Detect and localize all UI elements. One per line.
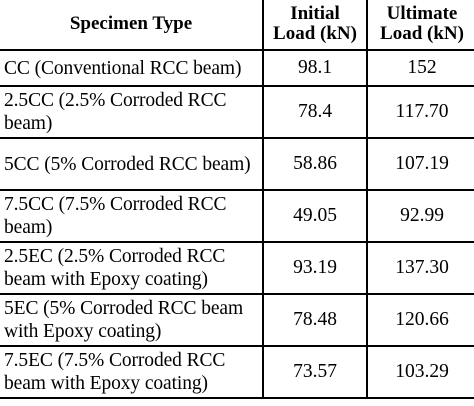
table-row: 7.5EC (7.5% Corroded RCC beam with Epoxy… (0, 345, 474, 399)
header-ultimate-load-line1: Ultimate (386, 3, 458, 24)
table-row: 2.5CC (2.5% Corroded RCC beam) 78.4 117.… (0, 85, 474, 139)
initial-load-cell: 58.86 (262, 137, 368, 191)
table-row: 5CC (5% Corroded RCC beam) 58.86 107.19 (0, 137, 474, 191)
initial-load-cell: 78.4 (262, 85, 368, 139)
header-ultimate-load-line2: Load (kN) (380, 23, 464, 44)
header-initial-load: Initial Load (kN) (262, 0, 368, 51)
ultimate-load-cell: 103.29 (366, 345, 474, 399)
table-row: CC (Conventional RCC beam) 98.1 152 (0, 49, 474, 87)
initial-load-cell: 78.48 (262, 293, 368, 347)
specimen-type-cell: 2.5EC (2.5% Corroded RCC beam with Epoxy… (0, 241, 264, 295)
header-specimen-type: Specimen Type (0, 0, 264, 51)
header-initial-load-line2: Load (kN) (273, 23, 357, 44)
initial-load-cell: 98.1 (262, 49, 368, 87)
specimen-type-cell: 5CC (5% Corroded RCC beam) (0, 137, 264, 191)
ultimate-load-cell: 120.66 (366, 293, 474, 347)
specimen-type-cell: 5EC (5% Corroded RCC beam with Epoxy coa… (0, 293, 264, 347)
initial-load-cell: 93.19 (262, 241, 368, 295)
header-specimen-type-label: Specimen Type (69, 13, 193, 34)
ultimate-load-cell: 92.99 (366, 189, 474, 243)
table-row: 7.5CC (7.5% Corroded RCC beam) 49.05 92.… (0, 189, 474, 243)
header-initial-load-line1: Initial (290, 3, 340, 24)
specimen-type-cell: 2.5CC (2.5% Corroded RCC beam) (0, 85, 264, 139)
table-header-row: Specimen Type Initial Load (kN) Ultimate… (0, 0, 474, 51)
table-row: 5EC (5% Corroded RCC beam with Epoxy coa… (0, 293, 474, 347)
ultimate-load-cell: 152 (366, 49, 474, 87)
initial-load-cell: 49.05 (262, 189, 368, 243)
specimen-type-cell: CC (Conventional RCC beam) (0, 49, 264, 87)
ultimate-load-cell: 107.19 (366, 137, 474, 191)
table-row: 2.5EC (2.5% Corroded RCC beam with Epoxy… (0, 241, 474, 295)
initial-load-cell: 73.57 (262, 345, 368, 399)
specimen-type-cell: 7.5EC (7.5% Corroded RCC beam with Epoxy… (0, 345, 264, 399)
header-ultimate-load: Ultimate Load (kN) (366, 0, 474, 51)
ultimate-load-cell: 117.70 (366, 85, 474, 139)
specimen-type-cell: 7.5CC (7.5% Corroded RCC beam) (0, 189, 264, 243)
ultimate-load-cell: 137.30 (366, 241, 474, 295)
